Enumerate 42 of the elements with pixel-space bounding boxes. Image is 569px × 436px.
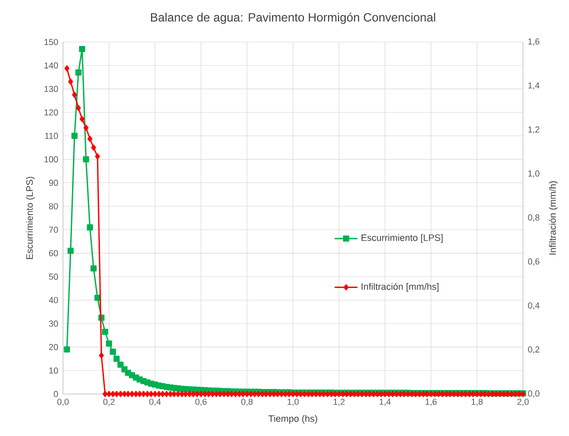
y2-tick-label: 1,6 bbox=[528, 38, 540, 46]
x-tick-label: 0,6 bbox=[195, 398, 207, 406]
y2-tick-label: 0,0 bbox=[528, 390, 540, 398]
y-tick-label: 30 bbox=[48, 320, 58, 327]
y2-tick-label: 1,2 bbox=[528, 126, 540, 134]
x-tick-label: 2,0 bbox=[517, 398, 529, 406]
x-tick-label: 1,4 bbox=[380, 398, 391, 406]
y-tick-label: 70 bbox=[49, 226, 58, 233]
y-tick-label: 50 bbox=[49, 274, 58, 280]
y-tick-label: 100 bbox=[44, 156, 58, 162]
y2-tick-label: 0,8 bbox=[528, 214, 540, 222]
x-tick-label: 1,0 bbox=[288, 398, 299, 406]
y2-tick-label: 1,0 bbox=[528, 170, 540, 178]
y-tick-label: 20 bbox=[49, 344, 58, 350]
y-tick-label: 140 bbox=[44, 62, 58, 69]
legend-label: Infiltración [mm/hs] bbox=[362, 282, 438, 292]
y2-tick-label: 0,6 bbox=[528, 258, 540, 266]
y-tick-label: 150 bbox=[44, 38, 58, 46]
legend-label: Escurrimiento [LPS] bbox=[362, 234, 443, 243]
x-tick-label: 1,8 bbox=[472, 398, 483, 406]
y-tick-label: 10 bbox=[49, 367, 58, 374]
y2-tick-label: 0,2 bbox=[528, 346, 540, 354]
chart-title: Balance de agua: Pavimento Hormigón Convencional bbox=[151, 12, 436, 24]
y2-tick-label: 0,4 bbox=[528, 302, 540, 310]
y-tick-label: 80 bbox=[49, 203, 58, 210]
y-tick-label: 0 bbox=[54, 390, 58, 398]
x-tick-label: 0,4 bbox=[149, 398, 161, 406]
y-tick-label: 90 bbox=[49, 180, 58, 186]
x-axis-title: Tiempo (hs) bbox=[268, 415, 318, 424]
y2-tick-label: 1,4 bbox=[528, 82, 540, 90]
y2-axis-title: Infiltración (mm/h) bbox=[548, 181, 558, 254]
y-tick-label: 110 bbox=[45, 132, 58, 139]
x-tick-label: 1,6 bbox=[426, 398, 437, 406]
y-tick-label: 40 bbox=[48, 297, 58, 304]
y-tick-label: 60 bbox=[49, 250, 58, 256]
x-tick-label: 0,2 bbox=[103, 398, 115, 406]
x-tick-label: 0,8 bbox=[241, 398, 253, 406]
y-tick-label: 130 bbox=[44, 86, 58, 92]
x-tick-label: 1,2 bbox=[334, 398, 345, 406]
y-axis-title: Escurrimiento (LPS) bbox=[26, 176, 35, 259]
y-tick-label: 120 bbox=[44, 109, 58, 116]
x-tick-label: 0,0 bbox=[57, 398, 69, 406]
